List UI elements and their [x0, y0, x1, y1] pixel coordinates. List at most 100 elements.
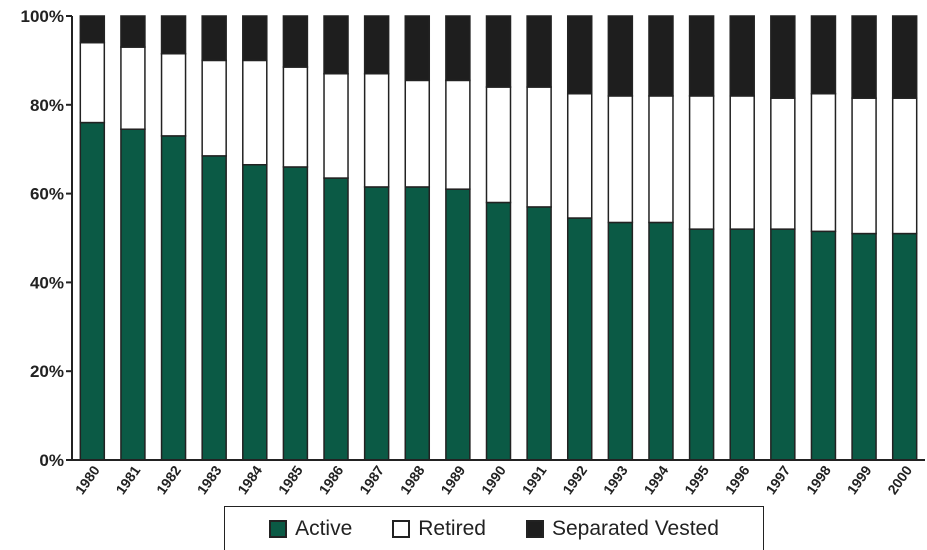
bar-retired-1996: [729, 95, 755, 230]
bar-retired-1988: [404, 79, 431, 188]
bar-active-1999: [851, 232, 877, 461]
legend-label-separated-vested: Separated Vested: [551, 516, 719, 540]
bars-group: [79, 15, 918, 461]
bar-separated-vested-1980: [79, 15, 106, 44]
bar-retired-1992: [566, 92, 593, 219]
bar-separated-vested-1991: [526, 15, 552, 88]
bar-active-1992: [566, 217, 593, 461]
bar-retired-1987: [363, 72, 390, 188]
bar-retired-1998: [810, 92, 837, 233]
x-tick-label: 1989: [437, 462, 468, 497]
x-tick-label: 1997: [762, 462, 793, 497]
legend-item-separated-vested: Separated Vested: [525, 516, 719, 541]
x-tick-label: 1992: [559, 462, 590, 497]
bar-separated-vested-1993: [607, 15, 634, 97]
bar-active-1980: [79, 121, 106, 461]
bar-active-1997: [770, 228, 796, 461]
bar-separated-vested-1995: [688, 15, 715, 97]
bar-separated-vested-1983: [201, 15, 227, 62]
bar-separated-vested-1982: [160, 15, 187, 55]
bar-retired-1990: [485, 86, 512, 204]
bar-active-1998: [810, 230, 837, 461]
legend-label-retired: Retired: [418, 516, 486, 540]
bar-retired-1991: [526, 86, 552, 208]
x-tick-label: 1991: [519, 462, 550, 497]
bar-separated-vested-1987: [363, 15, 390, 75]
x-tick-label: 1987: [356, 462, 387, 497]
legend-swatch-retired: [392, 519, 411, 538]
bar-active-1981: [120, 128, 146, 461]
stacked-bar-chart: 0%20%40%60%80%100% 1980 1981 1982 1983 1984 1…: [21, 7, 925, 497]
y-tick-label: 80%: [30, 96, 64, 115]
bar-active-2000: [891, 232, 918, 461]
bar-separated-vested-1992: [566, 15, 593, 95]
x-tick-label: 1999: [844, 462, 875, 497]
x-tick-label: 1981: [112, 462, 143, 497]
bar-active-1996: [729, 228, 755, 461]
bar-retired-1986: [323, 72, 349, 179]
x-axis: 1980 1981 1982 1983 1984 1985 1986 1987 1988 1989…: [66, 459, 925, 497]
x-tick-label: 1994: [640, 462, 671, 497]
x-tick-label: 2000: [884, 462, 915, 497]
bar-separated-vested-1989: [445, 15, 471, 82]
legend-item-active: Active: [269, 517, 352, 541]
x-tick-label: 1982: [153, 462, 184, 497]
bar-active-1995: [688, 228, 715, 461]
bar-active-1983: [201, 155, 227, 461]
bar-active-1982: [160, 135, 187, 461]
bar-separated-vested-1986: [323, 15, 349, 75]
x-tick-label: 1998: [803, 462, 834, 497]
legend-swatch-separated-vested: [525, 519, 544, 538]
bar-retired-1981: [120, 46, 146, 130]
bar-retired-1985: [282, 66, 309, 168]
bar-separated-vested-2000: [891, 15, 918, 99]
x-tick-label: 1985: [275, 462, 306, 497]
bar-active-1988: [404, 186, 431, 461]
bar-retired-1994: [648, 95, 674, 224]
bar-separated-vested-1996: [729, 15, 755, 97]
y-tick-label: 20%: [30, 362, 64, 381]
bar-active-1984: [242, 163, 268, 461]
legend-item-retired: Retired: [392, 517, 486, 541]
bar-retired-1982: [160, 52, 187, 137]
bar-separated-vested-1994: [648, 15, 674, 97]
legend: Active Retired Separated Vested: [224, 506, 764, 550]
x-tick-label: 1983: [194, 462, 225, 497]
y-tick-label: 60%: [30, 185, 64, 204]
bar-active-1989: [445, 188, 471, 461]
bar-active-1985: [282, 166, 309, 461]
bar-separated-vested-1999: [851, 15, 877, 99]
y-tick-label: 100%: [21, 7, 64, 26]
x-tick-label: 1993: [600, 462, 631, 497]
y-axis: 0% 20% 40% 60% 80% 100%: [21, 7, 73, 470]
x-tick-label: 1988: [397, 462, 428, 497]
bar-retired-1983: [201, 59, 227, 157]
bar-active-1986: [323, 177, 349, 461]
bar-active-1994: [648, 221, 674, 461]
y-tick-label: 0%: [39, 451, 64, 470]
bar-retired-1993: [607, 95, 634, 224]
legend-swatch-active: [269, 519, 288, 538]
bar-separated-vested-1981: [120, 15, 146, 48]
bar-active-1991: [526, 206, 552, 461]
bar-retired-1989: [445, 79, 471, 190]
bar-retired-1980: [79, 41, 106, 124]
bar-separated-vested-1988: [404, 15, 431, 82]
bar-separated-vested-1997: [770, 15, 796, 99]
x-tick-label: 1995: [681, 462, 712, 497]
bar-active-1987: [363, 186, 390, 461]
y-tick-label: 40%: [30, 273, 64, 292]
bar-separated-vested-1985: [282, 15, 309, 68]
x-tick-label: 1984: [234, 462, 265, 497]
bar-retired-1997: [770, 97, 796, 230]
bar-retired-1999: [851, 97, 877, 235]
x-tick-label: 1990: [478, 462, 509, 497]
x-tick-label: 1986: [316, 462, 347, 497]
bar-retired-1995: [688, 95, 715, 230]
bar-active-1993: [607, 221, 634, 461]
bar-active-1990: [485, 201, 512, 461]
bar-retired-2000: [891, 97, 918, 235]
bar-retired-1984: [242, 59, 268, 166]
bar-separated-vested-1990: [485, 15, 512, 88]
bar-separated-vested-1998: [810, 15, 837, 95]
